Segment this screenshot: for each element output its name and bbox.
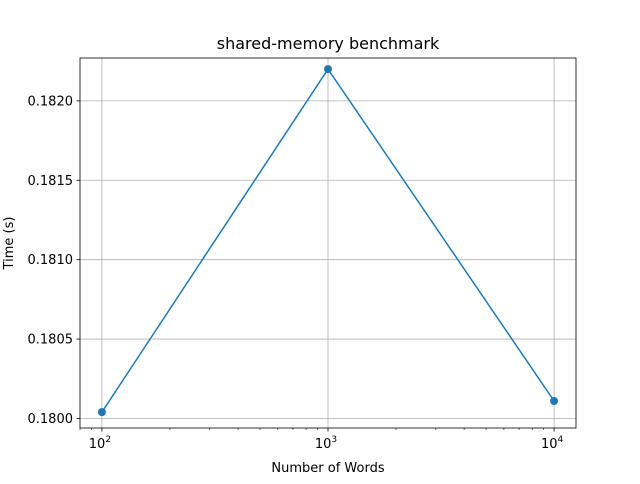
x-axis-label: Number of Words	[271, 461, 384, 476]
y-tick-label: 0.1820	[28, 94, 74, 109]
x-tick-exponent: 2	[105, 435, 111, 445]
x-tick-exponent: 4	[557, 435, 563, 445]
x-tick-base: 10	[315, 437, 332, 452]
grid	[80, 58, 576, 428]
series	[97, 65, 559, 417]
x-tick-base: 10	[541, 437, 558, 452]
x-tick-label: 102	[89, 435, 111, 452]
y-tick-label: 0.1805	[28, 333, 74, 348]
y-axis-label: Time (s)	[2, 217, 17, 271]
data-point	[97, 408, 106, 417]
x-tick-label: 104	[541, 435, 564, 452]
data-point	[324, 65, 332, 74]
x-tick-label: 103	[315, 435, 337, 452]
x-tick-exponent: 3	[331, 435, 337, 445]
y-tick-label: 0.1815	[28, 174, 74, 189]
plot-frame	[79, 57, 577, 429]
chart-title: shared-memory benchmark	[217, 34, 440, 53]
y-tick-label: 0.1810	[28, 253, 74, 268]
x-tick-base: 10	[89, 437, 106, 452]
data-point	[550, 397, 559, 406]
y-tick-label: 0.1800	[28, 412, 74, 427]
